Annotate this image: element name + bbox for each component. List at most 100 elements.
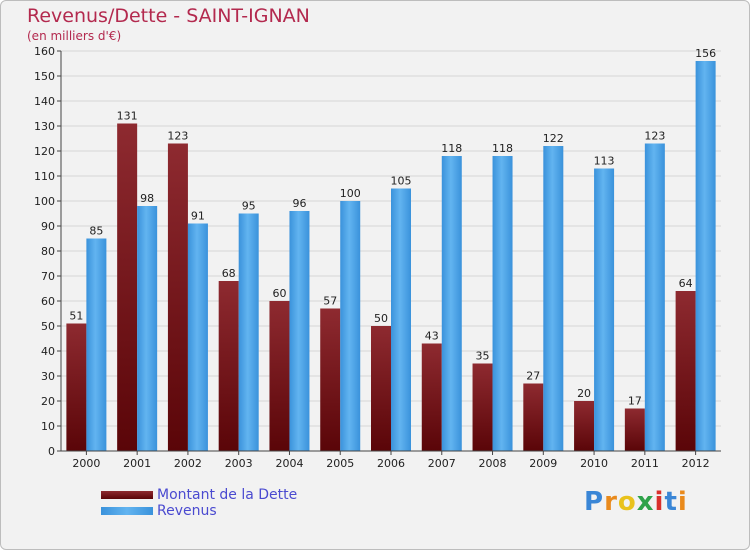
data-label-revenus: 91	[191, 210, 205, 223]
y-tick-label: 90	[41, 220, 55, 233]
bar-revenus	[594, 168, 615, 451]
bar-dette	[675, 291, 696, 451]
y-tick-label: 80	[41, 245, 55, 258]
bar-dette	[66, 323, 87, 451]
data-label-dette: 60	[272, 287, 286, 300]
x-tick-label: 2010	[580, 457, 608, 470]
legend-swatch-debt	[101, 491, 153, 499]
bar-revenus	[137, 206, 158, 451]
bar-dette	[574, 401, 595, 451]
y-tick-label: 20	[41, 395, 55, 408]
bar-dette	[421, 343, 442, 451]
logo-letter: o	[617, 487, 637, 517]
proxiti-logo: Proxiti	[584, 487, 688, 517]
chart-title: Revenus/Dette - SAINT-IGNAN	[27, 5, 310, 27]
bar-revenus	[238, 213, 259, 451]
x-tick-label: 2011	[631, 457, 659, 470]
y-tick-label: 40	[41, 345, 55, 358]
legend-item-revenus: Revenus	[101, 503, 297, 519]
y-tick-label: 130	[34, 120, 55, 133]
y-tick-label: 60	[41, 295, 55, 308]
bar-revenus	[492, 156, 513, 451]
bar-revenus	[86, 238, 107, 451]
chart-subtitle: (en milliers d'€)	[27, 29, 122, 43]
data-label-revenus: 96	[292, 197, 306, 210]
bar-revenus	[391, 188, 411, 451]
x-tick-label: 2003	[225, 457, 253, 470]
data-label-revenus: 95	[242, 200, 256, 213]
x-tick-label: 2012	[682, 457, 710, 470]
data-label-revenus: 105	[391, 175, 412, 188]
y-tick-label: 50	[41, 320, 55, 333]
data-label-dette: 64	[679, 277, 693, 290]
y-tick-label: 100	[34, 195, 55, 208]
bar-revenus	[543, 146, 564, 451]
bar-revenus	[340, 201, 361, 451]
data-label-revenus: 113	[594, 155, 615, 168]
data-label-dette: 131	[117, 110, 138, 123]
bar-revenus	[289, 211, 310, 451]
x-tick-label: 2008	[479, 457, 507, 470]
bar-dette	[472, 363, 493, 451]
x-tick-label: 2000	[72, 457, 100, 470]
y-tick-label: 110	[34, 170, 55, 183]
data-label-dette: 35	[476, 350, 490, 363]
x-tick-label: 2005	[326, 457, 354, 470]
y-tick-label: 30	[41, 370, 55, 383]
legend-item-debt: Montant de la Dette	[101, 487, 297, 503]
data-label-dette: 20	[577, 387, 591, 400]
chart-legend: Montant de la Dette Revenus	[101, 487, 297, 519]
logo-letter: P	[584, 487, 605, 517]
y-tick-label: 120	[34, 145, 55, 158]
logo-letter: i	[677, 487, 688, 517]
bar-dette	[523, 383, 544, 451]
y-tick-label: 160	[34, 45, 55, 58]
x-tick-label: 2006	[377, 457, 405, 470]
data-label-revenus: 118	[441, 142, 462, 155]
data-label-revenus: 156	[695, 47, 716, 60]
logo-letter: r	[604, 487, 618, 517]
y-tick-label: 70	[41, 270, 55, 283]
logo-letter: x	[636, 487, 655, 517]
data-label-revenus: 118	[492, 142, 513, 155]
bar-dette	[320, 308, 341, 451]
bar-revenus	[695, 61, 716, 451]
x-tick-label: 2009	[529, 457, 557, 470]
x-tick-label: 2002	[174, 457, 202, 470]
data-label-revenus: 85	[89, 225, 103, 238]
y-tick-label: 150	[34, 70, 55, 83]
data-label-dette: 51	[69, 310, 83, 323]
y-tick-label: 140	[34, 95, 55, 108]
data-label-revenus: 98	[140, 192, 154, 205]
legend-label-debt: Montant de la Dette	[157, 487, 298, 503]
data-label-dette: 43	[425, 330, 439, 343]
data-label-dette: 123	[167, 130, 188, 143]
bar-revenus	[441, 156, 462, 451]
y-tick-label: 0	[48, 445, 55, 458]
bar-dette	[624, 408, 645, 451]
data-label-dette: 27	[526, 370, 540, 383]
data-label-dette: 17	[628, 395, 642, 408]
x-tick-label: 2001	[123, 457, 151, 470]
bar-dette	[371, 326, 391, 451]
bar-dette	[117, 123, 138, 451]
x-tick-label: 2004	[275, 457, 303, 470]
x-tick-label: 2007	[428, 457, 456, 470]
logo-letter: i	[654, 487, 665, 517]
legend-swatch-revenus	[101, 507, 153, 515]
data-label-dette: 50	[374, 312, 388, 325]
bar-dette	[269, 301, 290, 451]
data-label-dette: 57	[323, 295, 337, 308]
logo-letter: t	[664, 487, 678, 517]
bar-revenus	[187, 223, 208, 451]
bar-dette	[167, 143, 188, 451]
data-label-revenus: 100	[340, 187, 361, 200]
y-tick-label: 10	[41, 420, 55, 433]
bar-revenus	[644, 143, 665, 451]
data-label-dette: 68	[222, 267, 236, 280]
legend-label-revenus: Revenus	[157, 503, 217, 519]
bar-dette	[218, 281, 239, 451]
data-label-revenus: 123	[644, 130, 665, 143]
